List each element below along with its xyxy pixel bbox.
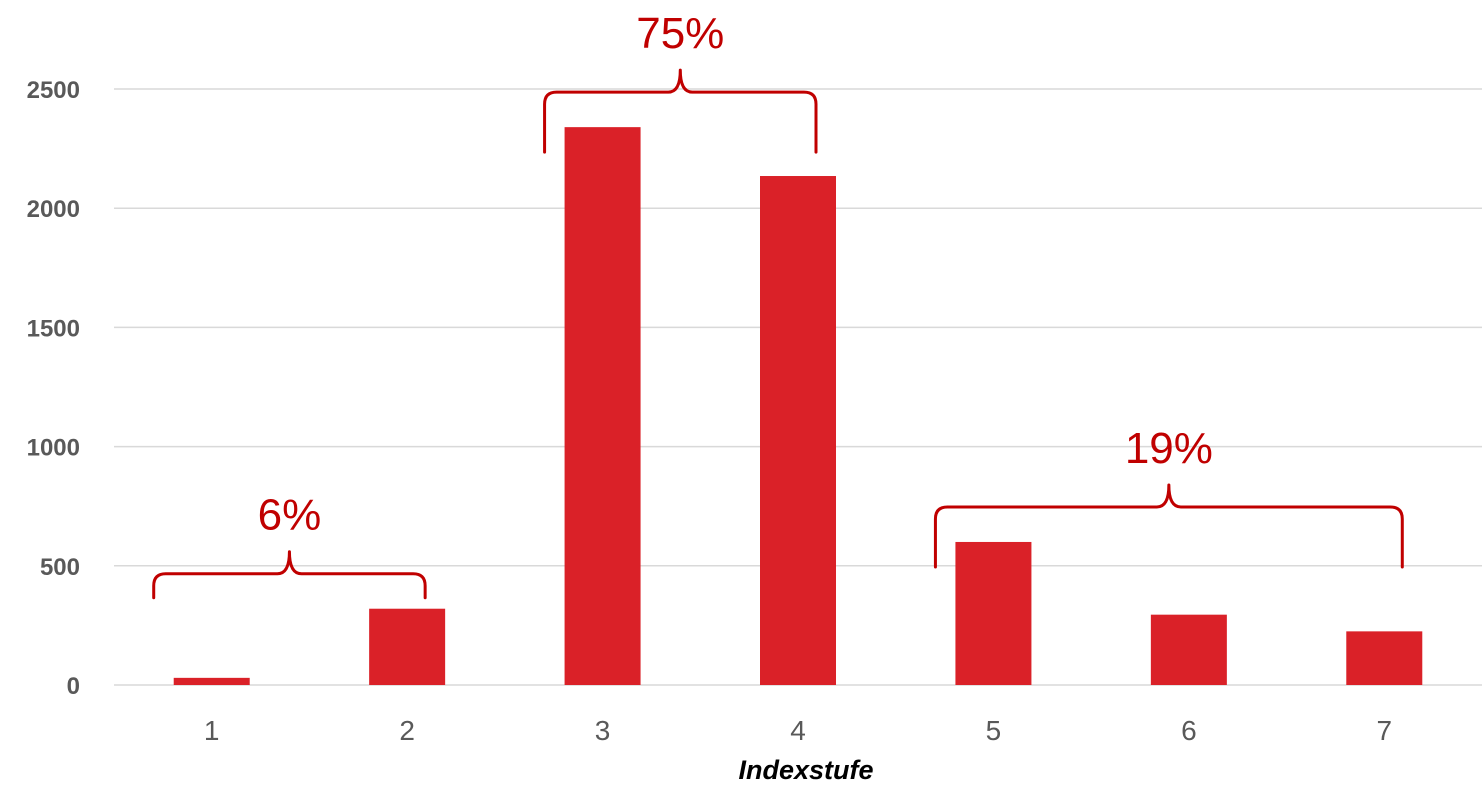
x-axis-ticks: 1 2 3 4 5 6 7 <box>204 715 1392 746</box>
bar-7 <box>1346 631 1423 685</box>
x-tick-label: 1 <box>204 715 220 746</box>
x-tick-label: 4 <box>790 715 806 746</box>
y-tick-label: 1000 <box>27 435 80 462</box>
x-tick-label: 2 <box>399 715 415 746</box>
bar-6 <box>1150 614 1227 685</box>
bars <box>173 127 1423 686</box>
x-tick-label: 3 <box>595 715 611 746</box>
annotation-label: 19% <box>1125 424 1213 473</box>
bar-1 <box>173 677 250 685</box>
x-tick-label: 5 <box>986 715 1002 746</box>
bar-5 <box>955 541 1032 685</box>
x-tick-label: 7 <box>1376 715 1392 746</box>
annotation-brace <box>933 483 1404 569</box>
x-tick-label: 6 <box>1181 715 1197 746</box>
annotation-label: 75% <box>636 9 724 58</box>
annotation-brace <box>152 550 427 600</box>
y-tick-label: 2000 <box>27 196 80 223</box>
y-axis-ticks: 0 500 1000 1500 2000 2500 <box>27 77 80 700</box>
y-tick-label: 500 <box>40 554 80 581</box>
annotations: 6% 75% 19% <box>152 9 1404 600</box>
bar-3 <box>564 127 641 686</box>
bar-2 <box>369 608 446 685</box>
annotation-label: 6% <box>258 491 322 540</box>
x-axis-label: Indexstufe <box>738 755 873 785</box>
annotation-brace <box>543 68 818 154</box>
y-tick-label: 2500 <box>27 77 80 104</box>
y-tick-label: 0 <box>67 673 80 700</box>
y-tick-label: 1500 <box>27 315 80 342</box>
bar-4 <box>760 176 836 686</box>
